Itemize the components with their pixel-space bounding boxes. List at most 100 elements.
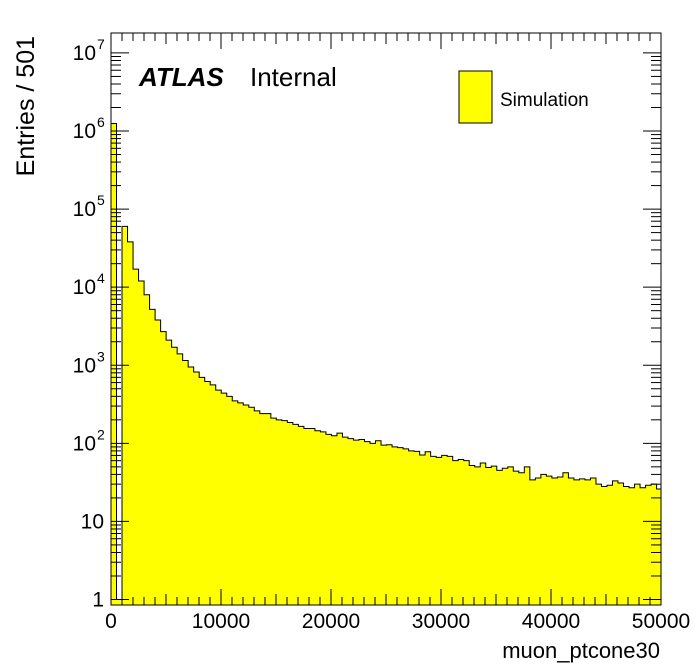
histogram-bar	[254, 410, 261, 605]
histogram-bar	[138, 280, 145, 605]
histogram-bar	[199, 377, 206, 605]
histogram-bar	[458, 459, 465, 605]
histogram-bar	[507, 466, 514, 605]
histogram-bar	[629, 487, 636, 605]
histogram-bar	[408, 450, 415, 605]
histogram-bar	[618, 483, 625, 605]
histogram-bar	[485, 467, 492, 605]
histogram-bar	[573, 479, 581, 605]
histogram-bar	[480, 462, 487, 605]
y-tick-label: 10	[73, 276, 96, 299]
histogram-bar	[612, 480, 619, 605]
histogram-bar	[491, 466, 498, 605]
y-tick-label-exponent: 4	[97, 270, 105, 286]
histogram-bar	[122, 226, 129, 606]
legend: Simulation	[458, 70, 589, 124]
histogram-bar	[502, 468, 509, 605]
histogram-bar	[210, 384, 217, 605]
histogram-bar	[292, 424, 299, 605]
histogram-bar	[452, 460, 459, 605]
histogram-bar	[155, 319, 162, 605]
histogram-bar	[447, 456, 454, 605]
histogram-bar	[111, 123, 118, 606]
histogram-bar	[513, 471, 520, 605]
histogram-bar	[403, 448, 410, 605]
histogram-bars	[111, 123, 662, 606]
histogram-bar	[237, 402, 244, 605]
histogram-bar	[171, 347, 178, 605]
y-tick-label-exponent: 3	[97, 348, 105, 364]
histogram-bar	[397, 447, 404, 605]
histogram-bar	[270, 418, 277, 605]
histogram-bar	[215, 390, 222, 605]
histogram-bar	[634, 484, 641, 605]
y-tick-label: 10	[73, 42, 96, 65]
histogram-bar	[474, 466, 481, 605]
x-tick-label: 20000	[302, 610, 360, 633]
histogram-bar	[325, 434, 333, 605]
histogram-bar	[149, 309, 156, 605]
histogram-bar	[419, 454, 426, 605]
histogram-bar	[248, 407, 255, 605]
y-tick-label-exponent: 5	[97, 192, 105, 208]
y-tick-label: 10	[73, 120, 96, 143]
histogram-bar	[606, 485, 614, 605]
histogram-bar	[259, 413, 266, 605]
histogram-bar	[287, 422, 294, 605]
histogram-bar	[353, 440, 360, 605]
y-tick-label: 10	[73, 432, 96, 455]
histogram-bar	[579, 478, 586, 605]
histogram-bar	[226, 396, 233, 605]
histogram-bar	[127, 241, 134, 605]
atlas-label: ATLAS	[138, 62, 224, 92]
histogram-bar	[370, 443, 377, 605]
histogram-bar	[144, 294, 151, 605]
histogram-bar	[584, 479, 592, 605]
histogram-bar	[375, 440, 382, 605]
histogram-bar	[177, 353, 184, 605]
histogram-bar	[436, 457, 443, 605]
histogram-bar	[232, 400, 239, 605]
histogram-bar	[469, 465, 476, 605]
histogram-bar	[281, 420, 288, 605]
histogram-bar	[364, 441, 371, 605]
histogram-bar	[551, 477, 558, 605]
x-tick-label: 0	[105, 610, 117, 633]
x-tick-label: 10000	[192, 610, 250, 633]
histogram-bar	[309, 428, 316, 605]
x-axis-label: muon_ptcone30	[502, 638, 660, 663]
histogram-bar	[160, 331, 167, 605]
histogram-bar	[623, 486, 630, 605]
histogram-bar	[430, 456, 437, 605]
histogram-bar	[358, 439, 366, 605]
y-tick-label-exponent: 6	[97, 114, 105, 130]
histogram-bar	[601, 486, 608, 605]
x-tick-label: 40000	[522, 610, 580, 633]
histogram-bar	[441, 455, 448, 605]
y-tick-label-exponent: 7	[97, 36, 105, 52]
histogram-bar	[540, 474, 547, 605]
histogram-bar	[590, 477, 597, 605]
histogram-bar	[535, 477, 542, 605]
histogram-bar	[640, 487, 647, 605]
histogram-bar	[656, 489, 662, 605]
internal-label: Internal	[250, 62, 337, 92]
histogram-bar	[342, 437, 349, 605]
histogram-bar	[336, 433, 344, 605]
histogram-bar	[425, 451, 432, 605]
histogram-bar	[546, 476, 553, 605]
x-tick-label: 30000	[412, 610, 470, 633]
histogram-bar	[331, 435, 338, 605]
histogram-bar	[392, 446, 399, 605]
histogram-bar	[314, 430, 322, 605]
histogram-bar	[568, 477, 575, 605]
histogram-bar	[518, 472, 525, 605]
histogram-bar	[193, 371, 200, 605]
histogram-bar	[463, 460, 470, 605]
histogram-bar	[320, 431, 327, 605]
legend-entry-simulation: Simulation	[500, 90, 589, 111]
histogram-bar	[386, 444, 393, 605]
histogram-bar	[303, 428, 310, 605]
